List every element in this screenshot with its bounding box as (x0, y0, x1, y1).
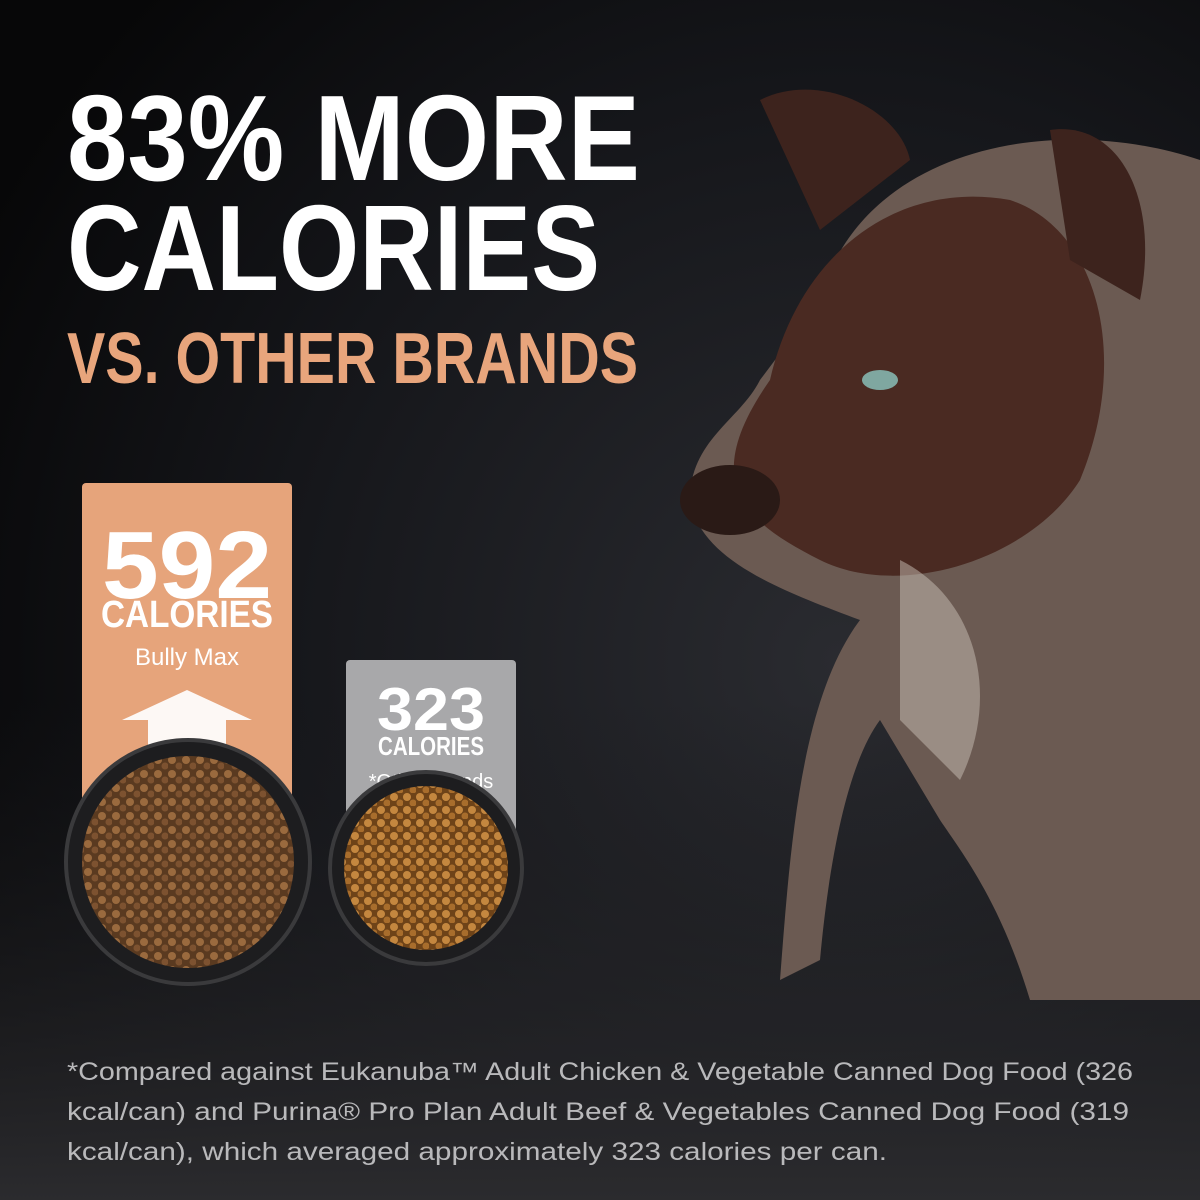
card-bully-max (82, 483, 292, 813)
footnote-line: kcal/can), which averaged approximately … (67, 1138, 887, 1166)
headline-line: CALORIES (67, 180, 600, 316)
kibble (82, 756, 294, 968)
headline-subline: VS. OTHER BRANDS (67, 319, 638, 399)
footnote-line: *Compared against Eukanuba™ Adult Chicke… (67, 1058, 1133, 1086)
card-value: 592 (102, 512, 272, 619)
card-label: Bully Max (135, 644, 239, 671)
kibble (344, 786, 508, 950)
card-unit: CALORIES (101, 594, 273, 636)
footnote: *Compared against Eukanuba™ Adult Chicke… (67, 1058, 1133, 1166)
card-unit: CALORIES (378, 731, 484, 761)
footnote-line: kcal/can) and Purina® Pro Plan Adult Bee… (67, 1098, 1129, 1126)
dog-illustration (680, 89, 1200, 1000)
headline-line: 83% MORE (67, 70, 640, 206)
card-value: 323 (377, 676, 485, 743)
